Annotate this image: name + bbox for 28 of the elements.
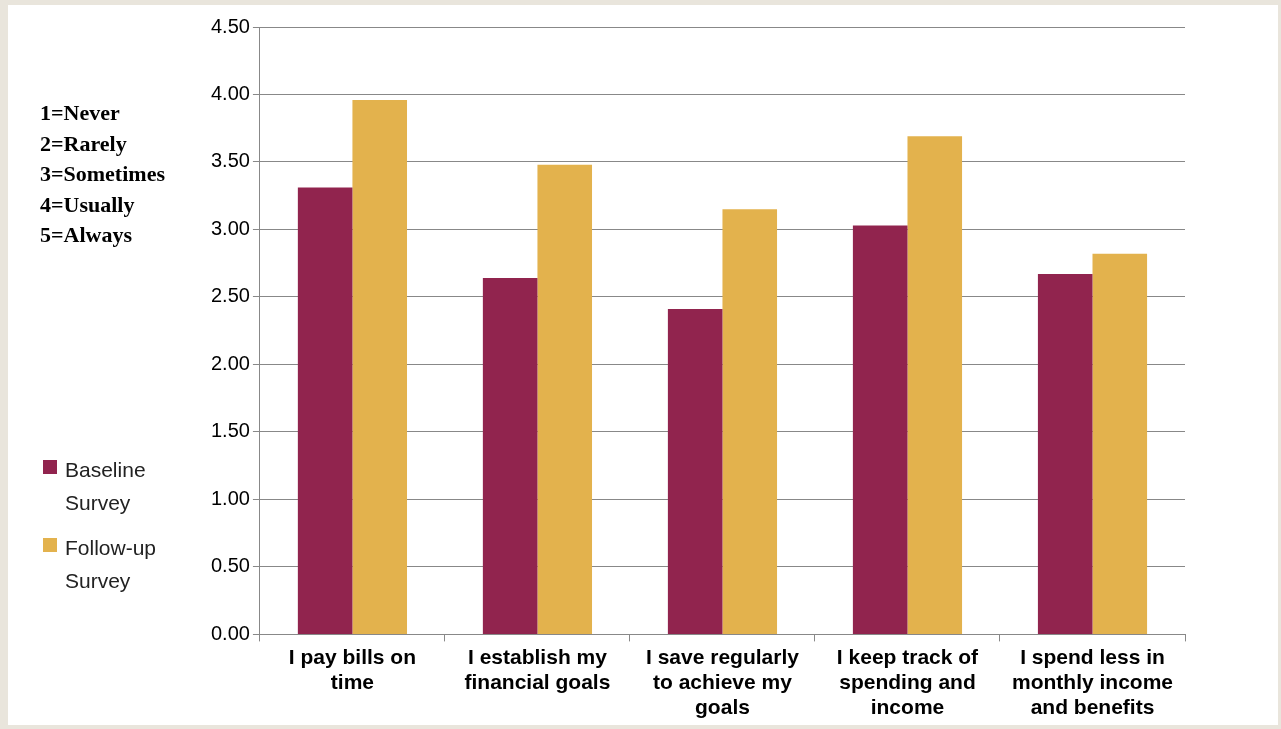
bar: [1037, 274, 1093, 634]
bar: [722, 209, 778, 634]
bar: [537, 164, 593, 634]
y-tick-label: 3.00: [210, 216, 250, 239]
bar: [1092, 253, 1148, 634]
x-tick-label: I establish my financial goals: [464, 644, 611, 693]
y-tick-label: 0.50: [210, 554, 250, 577]
text: 1=Never 2=Rarely 3=Sometimes 4=Usually 5=Always: [40, 99, 165, 249]
bar: [297, 187, 353, 634]
legend-label: Follow-up Survey: [65, 535, 158, 594]
bar: [852, 225, 908, 634]
y-tick-label: 1.50: [210, 419, 250, 442]
y-tick-label: 1.00: [210, 486, 250, 509]
bar: [482, 278, 538, 634]
x-tick-label: I save regularly to achieve my goals: [645, 644, 800, 719]
y-tick-label: 3.50: [210, 149, 250, 172]
y-tick-label: 2.50: [210, 284, 250, 307]
x-tick-label: I pay bills on time: [288, 644, 417, 693]
y-tick-label: 0.00: [210, 621, 250, 644]
y-tick-label: 2.00: [210, 351, 250, 374]
x-tick-label: I spend less in monthly income and benefits: [1011, 644, 1174, 719]
x-tick-label: I keep track of spending and income: [836, 644, 980, 719]
y-tick-label: 4.50: [210, 14, 250, 37]
bar: [352, 99, 408, 634]
bar: [907, 136, 963, 634]
y-tick-label: 4.00: [210, 82, 250, 104]
bar: [667, 309, 723, 634]
legend-label: Baseline Survey: [65, 457, 147, 516]
